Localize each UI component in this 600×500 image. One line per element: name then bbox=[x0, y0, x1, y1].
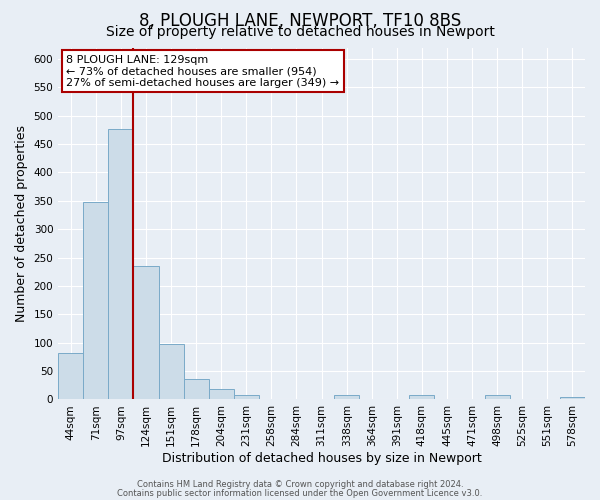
Text: Contains public sector information licensed under the Open Government Licence v3: Contains public sector information licen… bbox=[118, 488, 482, 498]
Text: Contains HM Land Registry data © Crown copyright and database right 2024.: Contains HM Land Registry data © Crown c… bbox=[137, 480, 463, 489]
Bar bbox=[334, 396, 359, 400]
Bar bbox=[234, 396, 259, 400]
Bar bbox=[209, 389, 234, 400]
Text: 8, PLOUGH LANE, NEWPORT, TF10 8BS: 8, PLOUGH LANE, NEWPORT, TF10 8BS bbox=[139, 12, 461, 30]
Bar bbox=[83, 202, 109, 400]
Y-axis label: Number of detached properties: Number of detached properties bbox=[15, 125, 28, 322]
Bar bbox=[58, 353, 83, 400]
Bar bbox=[485, 396, 510, 400]
Text: 8 PLOUGH LANE: 129sqm
← 73% of detached houses are smaller (954)
27% of semi-det: 8 PLOUGH LANE: 129sqm ← 73% of detached … bbox=[66, 54, 339, 88]
Bar bbox=[409, 396, 434, 400]
Text: Size of property relative to detached houses in Newport: Size of property relative to detached ho… bbox=[106, 25, 494, 39]
Bar bbox=[109, 129, 133, 400]
Bar bbox=[158, 344, 184, 400]
Bar bbox=[184, 379, 209, 400]
Bar bbox=[133, 266, 158, 400]
X-axis label: Distribution of detached houses by size in Newport: Distribution of detached houses by size … bbox=[162, 452, 481, 465]
Bar bbox=[560, 396, 585, 400]
